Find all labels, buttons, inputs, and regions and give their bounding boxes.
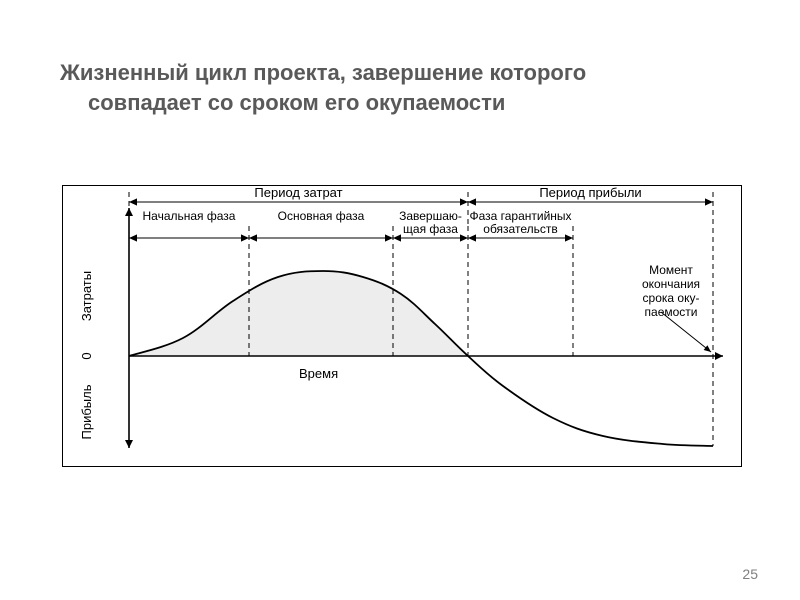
annotation-line-3: паемости xyxy=(645,305,698,319)
phase-label-1-0: Основная фаза xyxy=(278,209,365,223)
annotation-line-1: окончания xyxy=(642,277,700,291)
title-line-2: совпадает со сроком его окупаемости xyxy=(60,88,740,118)
phase-label-3-0: Фаза гарантийных xyxy=(469,209,571,223)
cost-area xyxy=(129,271,468,356)
slide-title: Жизненный цикл проекта, завершение котор… xyxy=(60,58,740,117)
x-axis-arrow xyxy=(715,352,723,360)
lifecycle-curve xyxy=(129,271,713,446)
y-axis-label-0: Затраты xyxy=(79,271,94,321)
y-axis-arrow-down xyxy=(125,440,133,448)
page-number: 25 xyxy=(742,566,758,582)
y-axis-label-2: Прибыль xyxy=(79,384,94,439)
phase-label-3-1: обязательств xyxy=(483,222,557,236)
phase-label-2-0: Завершаю- xyxy=(399,209,462,223)
period-label-0: Период затрат xyxy=(254,186,342,200)
period-label-1: Период прибыли xyxy=(539,186,641,200)
x-axis-label: Время xyxy=(299,366,338,381)
title-line-1: Жизненный цикл проекта, завершение котор… xyxy=(60,58,740,88)
chart-frame: Период затрат Период прибыли Начальная фаз… xyxy=(62,185,742,467)
annotation-arrowhead xyxy=(704,345,711,352)
y-axis-label-1: 0 xyxy=(79,352,94,359)
phase-label-2-1: щая фаза xyxy=(403,222,458,236)
annotation-line-0: Момент xyxy=(649,263,693,277)
phase-label-0-0: Начальная фаза xyxy=(143,209,236,223)
lifecycle-chart: Период затрат Период прибыли Начальная фаз… xyxy=(63,186,741,466)
annotation-line-2: срока оку- xyxy=(643,291,700,305)
